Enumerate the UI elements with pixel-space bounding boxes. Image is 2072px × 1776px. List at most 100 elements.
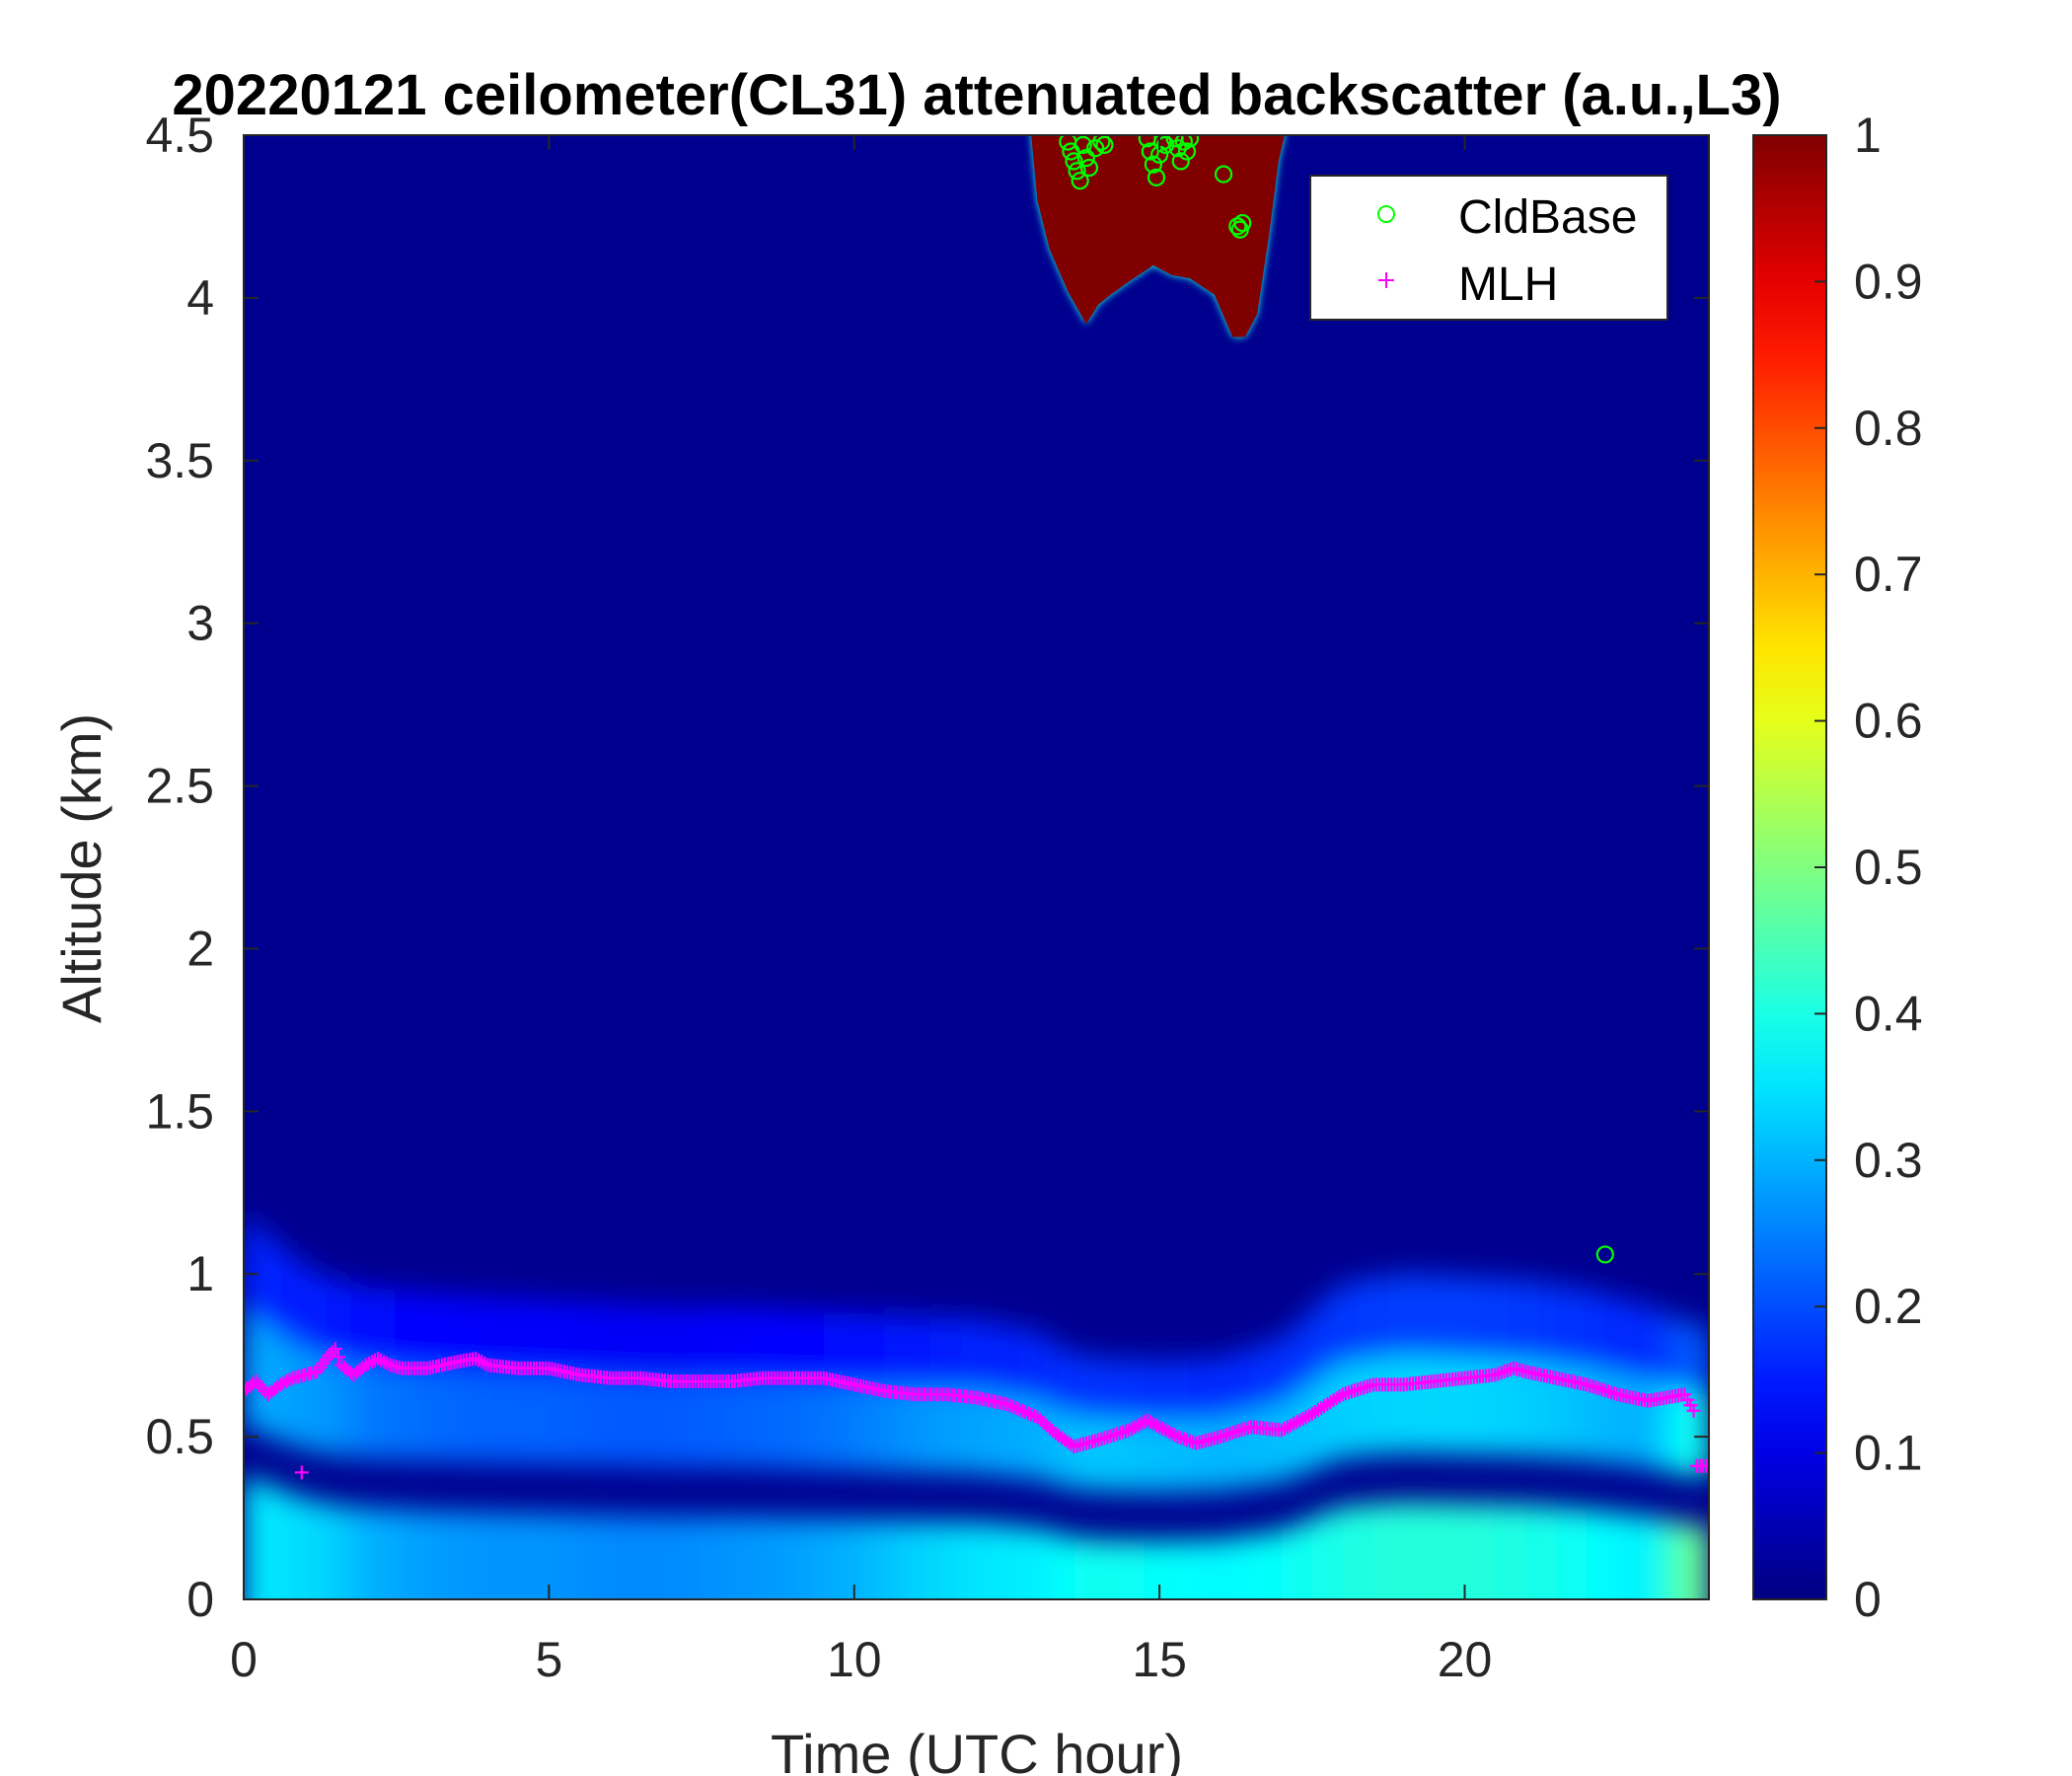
mlh-point <box>1155 1421 1170 1436</box>
haze-cell <box>1060 1349 1069 1413</box>
legend-label-cldbase: CldBase <box>1458 191 1637 244</box>
y-tick-label: 3 <box>186 596 214 651</box>
haze-cell <box>296 1497 306 1599</box>
x-tick-label: 15 <box>1132 1632 1187 1687</box>
haze-cell <box>853 1384 870 1471</box>
haze-cell <box>1540 1284 1557 1364</box>
haze-cell <box>807 1517 825 1599</box>
haze-cell <box>929 1387 947 1473</box>
haze-cell <box>472 1512 488 1599</box>
mlh-point <box>1332 1389 1347 1404</box>
haze-cell <box>746 1517 764 1599</box>
haze-cell <box>686 1379 703 1468</box>
haze-cell <box>426 1294 443 1370</box>
haze-cell <box>1632 1304 1649 1378</box>
haze-cell <box>884 1314 901 1386</box>
haze-cell <box>1510 1504 1526 1599</box>
haze-cell <box>1295 1318 1313 1389</box>
haze-cell <box>258 1482 267 1599</box>
mlh-point <box>1274 1423 1289 1438</box>
haze-cell <box>1555 1365 1573 1459</box>
haze-cell <box>281 1491 290 1599</box>
haze-cell <box>639 1304 657 1379</box>
haze-cell <box>312 1272 321 1355</box>
colorbar-tick-label: 0 <box>1854 1572 1882 1627</box>
mlh-point <box>282 1372 297 1387</box>
cldbase-point <box>1144 155 1163 174</box>
cldbase-point <box>1168 139 1187 158</box>
haze-cell <box>1403 1502 1420 1599</box>
haze-cell <box>533 1299 550 1375</box>
haze-cell <box>1647 1307 1657 1381</box>
haze-cell <box>899 1520 917 1599</box>
colorbar-tick-label: 0.9 <box>1854 254 1923 309</box>
haze-cell <box>701 1379 718 1468</box>
haze-cell <box>380 1367 398 1460</box>
haze-cell <box>1693 1524 1702 1599</box>
cldbase-point <box>1092 135 1111 151</box>
haze-cell <box>365 1508 382 1599</box>
y-axis: 0 0.5 1 1.5 2 2.5 3 3.5 4 4.5 <box>145 108 1709 1627</box>
cldbase-point <box>1141 142 1159 161</box>
haze-cell <box>312 1354 321 1452</box>
mlh-point <box>1008 1401 1023 1416</box>
cldbase-point <box>1156 135 1175 154</box>
haze-cell <box>342 1283 351 1363</box>
plot-area <box>243 134 1710 1600</box>
mlh-point <box>1128 1420 1143 1435</box>
haze-cell <box>304 1269 314 1352</box>
haze-cell <box>563 1514 580 1599</box>
legend-label-mlh: MLH <box>1458 259 1558 311</box>
haze-cell <box>1144 1540 1160 1599</box>
haze-cell <box>686 1516 703 1599</box>
haze-cell <box>1074 1354 1084 1416</box>
haze-cell <box>426 1511 443 1599</box>
haze-cell <box>884 1519 901 1599</box>
haze-cell <box>396 1291 412 1369</box>
haze-cell <box>296 1348 306 1449</box>
mlh-point <box>1021 1406 1036 1421</box>
haze-cell <box>1663 1519 1671 1599</box>
haze-cell <box>1372 1358 1389 1455</box>
haze-cell <box>441 1295 459 1371</box>
cldbase-point <box>1147 168 1166 186</box>
haze-cell <box>1067 1353 1076 1415</box>
colorbar-tick-label: 0.8 <box>1854 401 1923 456</box>
haze-cell <box>960 1521 977 1599</box>
cloud-region <box>1031 135 1285 337</box>
haze-cell <box>1067 1537 1076 1599</box>
haze-cell <box>265 1485 275 1599</box>
haze-cell <box>1128 1361 1146 1421</box>
haze-cell <box>1205 1359 1221 1420</box>
cldbase-point <box>1174 135 1193 151</box>
haze-cell <box>915 1520 931 1599</box>
haze-cell <box>1295 1388 1313 1473</box>
haze-cell <box>1158 1540 1176 1599</box>
haze-cell <box>1555 1507 1573 1599</box>
haze-cell <box>1113 1360 1130 1420</box>
haze-cell <box>838 1518 855 1599</box>
colorbar: 0 0.1 0.2 0.3 0.4 0.5 0.6 0.7 0.8 0.9 1 <box>1752 108 1923 1627</box>
haze-cell <box>1036 1335 1046 1402</box>
haze-cell <box>838 1312 855 1385</box>
legend-box <box>1309 175 1668 321</box>
mlh-point <box>244 1383 251 1398</box>
haze-cell <box>731 1306 748 1380</box>
haze-cell <box>991 1393 1007 1476</box>
haze-cell <box>533 1374 550 1465</box>
haze-cell <box>410 1369 428 1462</box>
haze-cell <box>639 1378 657 1467</box>
haze-cell <box>1677 1522 1687 1599</box>
haze-cell <box>1510 1360 1526 1456</box>
haze-cell <box>563 1375 580 1466</box>
y-tick-label: 4 <box>186 270 214 326</box>
mlh-point <box>1005 1399 1020 1414</box>
haze-cell <box>357 1364 367 1459</box>
x-axis: 0 5 10 15 20 <box>230 135 1492 1687</box>
haze-cell <box>1128 1420 1146 1493</box>
haze-cell <box>1387 1502 1405 1599</box>
haze-cell <box>1060 1412 1069 1488</box>
haze-cell <box>244 1219 253 1314</box>
haze-cell <box>1174 1540 1191 1599</box>
haze-cell <box>1044 1340 1054 1405</box>
